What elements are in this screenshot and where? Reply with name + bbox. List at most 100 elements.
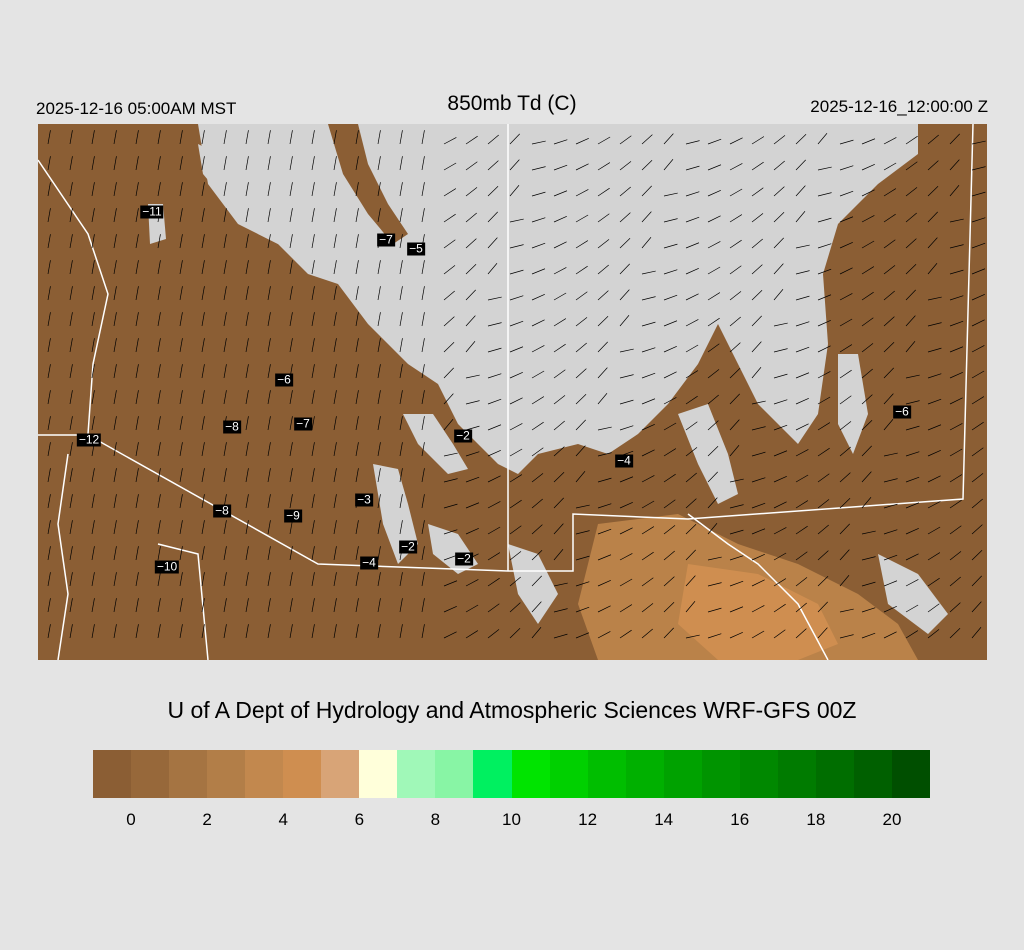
wind-barb (487, 296, 502, 301)
wind-barb (113, 338, 117, 353)
wind-barb (729, 631, 743, 639)
wind-barb (245, 130, 249, 145)
wind-barb (91, 286, 95, 301)
wind-barb (157, 312, 161, 327)
wind-barb (443, 605, 457, 613)
wind-barb (179, 572, 183, 587)
wind-barb (773, 450, 788, 457)
wind-barb (927, 134, 939, 145)
wind-barb (399, 442, 403, 457)
wind-barb (575, 394, 587, 405)
wind-barb (971, 421, 984, 431)
wind-barb (289, 234, 293, 249)
wind-barb (861, 530, 876, 535)
wind-barb (619, 161, 632, 171)
wind-barb (685, 140, 700, 145)
wind-barb (795, 577, 808, 587)
wind-barb (773, 212, 785, 223)
wind-barb (465, 527, 479, 535)
wind-barb (817, 499, 830, 509)
wind-barb (47, 494, 51, 509)
wind-barb (487, 526, 501, 535)
wind-barb (355, 312, 359, 327)
wind-barb (839, 472, 851, 483)
station-dewpoint-label: −4 (615, 453, 633, 468)
wind-barb (289, 598, 293, 613)
wind-barb (311, 364, 315, 379)
wind-barb (113, 520, 117, 535)
wind-barb (69, 338, 73, 353)
colorbar-bin (701, 750, 740, 798)
wind-barb (619, 348, 634, 353)
state-borders (37, 123, 974, 661)
wind-barb (289, 546, 293, 561)
wind-barb (487, 603, 500, 613)
wind-barb (729, 529, 744, 535)
dry-patch-central (373, 414, 558, 624)
wind-barb (421, 312, 425, 327)
wind-barb (421, 182, 425, 197)
wind-barb (91, 416, 95, 431)
wind-barb (707, 292, 721, 301)
wind-barb (47, 442, 51, 457)
station-dewpoint-label: −10 (154, 559, 180, 574)
wind-barb (949, 551, 962, 561)
wind-barb (245, 520, 249, 535)
wind-barb (509, 320, 524, 327)
wind-barb (465, 341, 476, 353)
colorbar-tick-label: 18 (806, 810, 826, 829)
wind-barb (113, 182, 117, 197)
wind-barb (69, 442, 73, 457)
wind-barb (839, 293, 853, 301)
wind-barb (135, 442, 139, 457)
wind-barb (575, 606, 590, 613)
wind-barb (179, 286, 183, 301)
wind-barb (113, 624, 117, 639)
wind-barb (575, 189, 589, 197)
colorbar-bin (511, 750, 550, 798)
wind-barb (553, 582, 568, 587)
credit-label: U of A Dept of Hydrology and Atmospheric… (167, 697, 857, 723)
wind-barb (399, 286, 403, 301)
wind-barb (487, 373, 502, 379)
wind-barb (531, 268, 546, 275)
wind-barb (333, 312, 337, 327)
wind-barb (905, 476, 920, 483)
wind-barb (465, 502, 480, 509)
wind-barb (223, 624, 227, 639)
wind-barb (729, 445, 740, 457)
wind-barb (729, 504, 744, 509)
wind-barb (795, 321, 810, 327)
wind-barb (289, 390, 293, 405)
wind-barb (69, 182, 73, 197)
wind-barb (267, 546, 271, 561)
wind-barb (751, 213, 764, 223)
wind-barb (157, 338, 161, 353)
wind-barb (729, 419, 740, 431)
wind-barb (795, 295, 810, 301)
wind-barb (773, 135, 786, 145)
wind-barb (311, 260, 315, 275)
station-dewpoint-label: −12 (76, 432, 102, 447)
wind-barb (949, 499, 962, 509)
wind-barb (443, 342, 455, 353)
wind-barb (597, 290, 609, 301)
wind-barb (245, 260, 249, 275)
wind-barb (135, 286, 139, 301)
wind-barb (553, 369, 566, 379)
wind-barb (289, 572, 293, 587)
wind-barb (157, 494, 161, 509)
colorbar-bin (321, 750, 360, 798)
wind-barb (135, 208, 139, 223)
wind-barb (311, 390, 315, 405)
wind-barb (861, 581, 876, 587)
wind-barb (333, 286, 337, 301)
wind-barb (905, 527, 919, 535)
wind-barb (223, 468, 227, 483)
wind-barb (421, 364, 425, 379)
wind-barb (685, 370, 699, 379)
colorbar-bin (891, 750, 931, 798)
wind-barb (685, 447, 698, 457)
wind-barb (795, 525, 808, 535)
wind-barb (641, 551, 654, 561)
